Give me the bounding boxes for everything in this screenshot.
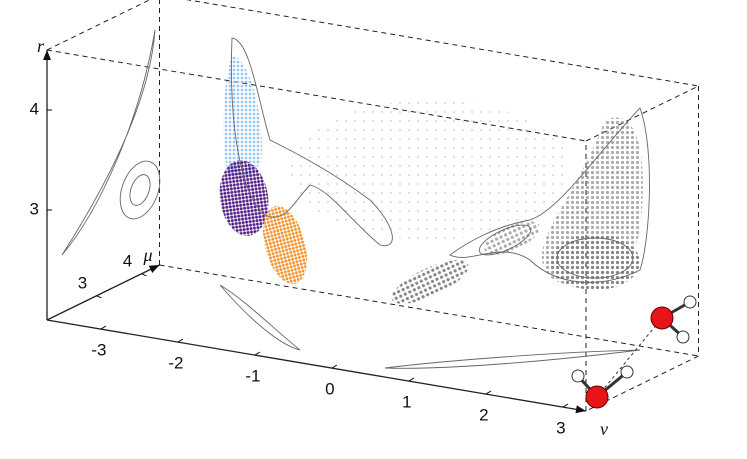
y-tick-label: 4 <box>123 251 132 270</box>
molecules <box>571 295 697 409</box>
x-tick <box>485 390 492 395</box>
orange-cloud <box>263 206 307 284</box>
oxygen-atom <box>585 385 609 409</box>
contours <box>61 29 650 369</box>
hydrogen-atom <box>676 330 690 344</box>
axis-label: r <box>37 36 45 56</box>
box-edge <box>159 264 699 357</box>
box-edge <box>186 0 699 87</box>
y-tick-label: 3 <box>78 273 87 292</box>
box-edge <box>46 0 151 51</box>
axis-line <box>46 264 160 321</box>
box-edge <box>46 49 587 142</box>
contour <box>556 237 634 279</box>
oxygen-atom <box>650 306 674 330</box>
gray-cloud <box>484 221 540 255</box>
axis-arrow <box>575 405 586 414</box>
contour <box>119 160 161 220</box>
axis-label: ν <box>600 419 608 439</box>
hydrogen-atom <box>571 369 585 383</box>
x-tick-label: 0 <box>325 380 334 399</box>
x-tick-label: 1 <box>402 393 411 412</box>
gray-cloud <box>550 234 640 290</box>
hydrogen-atom <box>620 365 634 379</box>
z-tick-label: 3 <box>30 199 39 218</box>
contour <box>478 224 532 256</box>
axis-line <box>46 319 587 412</box>
x-tick <box>408 377 415 382</box>
contour <box>219 284 301 351</box>
purple-cloud <box>219 160 269 236</box>
sparse-cloud <box>290 100 570 240</box>
contour <box>384 349 641 369</box>
box-edge <box>585 355 699 412</box>
x-tick <box>331 364 338 369</box>
axis-arrow <box>148 265 160 273</box>
x-tick-label: 2 <box>479 406 488 425</box>
z-tick-label: 4 <box>30 99 39 118</box>
contour <box>449 107 650 283</box>
point-clouds <box>219 55 643 304</box>
axis-label: μ <box>143 245 153 265</box>
hydrogen-atom <box>683 295 697 309</box>
axes: ν μ r -3 -2 -1 0 1 2 3 3 4 3 4 <box>30 36 608 439</box>
gray-cloud <box>391 260 469 304</box>
contour <box>129 174 151 206</box>
x-tick-label: -2 <box>168 354 183 373</box>
contour <box>231 37 393 247</box>
x-tick <box>254 351 261 356</box>
y-tick <box>141 273 147 277</box>
blue-cloud <box>223 55 262 179</box>
axis-arrow <box>43 50 51 60</box>
x-tick <box>100 325 107 330</box>
x-tick <box>177 338 184 343</box>
x-tick-label: -1 <box>245 367 260 386</box>
x-tick-label: -3 <box>91 341 106 360</box>
x-tick <box>562 403 569 408</box>
y-tick <box>96 295 102 299</box>
x-tick-label: 3 <box>556 419 565 438</box>
contour <box>61 29 156 256</box>
